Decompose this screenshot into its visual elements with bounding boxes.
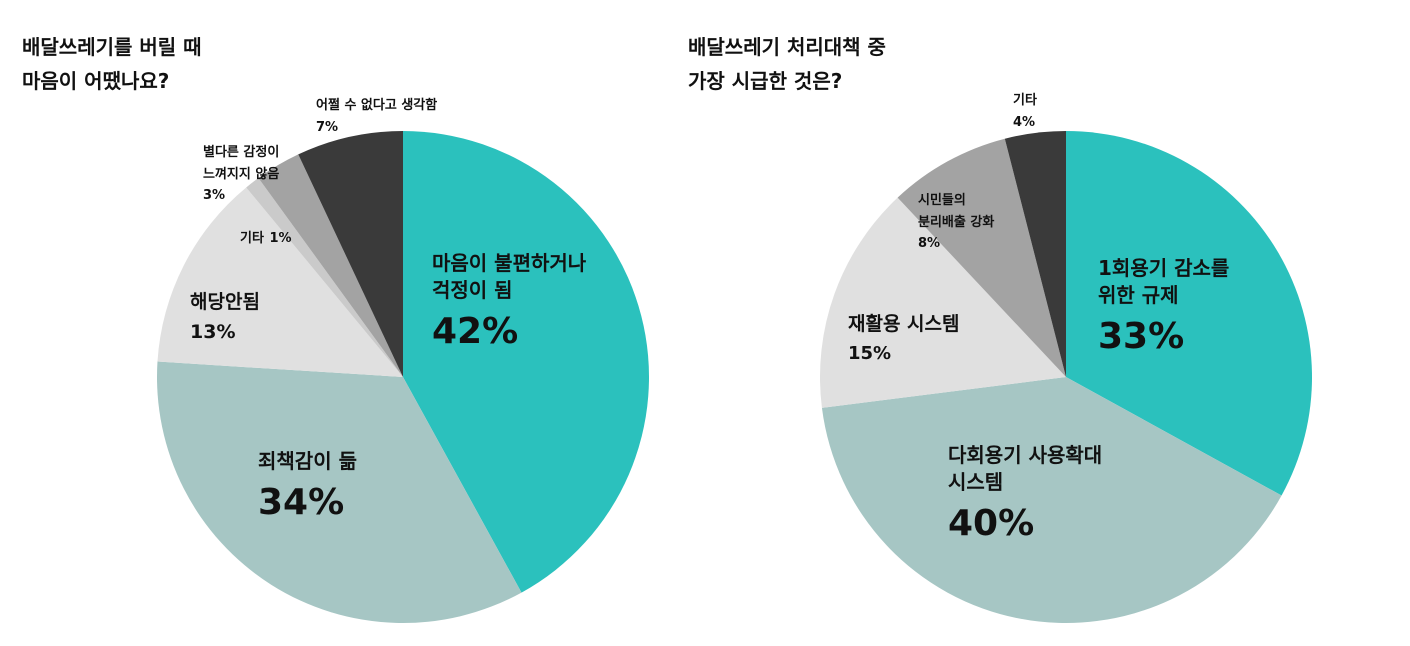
slice-label: 재활용 시스템 15% (848, 312, 960, 366)
value-label: 3% (203, 188, 226, 204)
category-label: 해당안됨 (190, 291, 260, 313)
slice-label: 다회용기 사용확대 시스템 40% (948, 442, 1102, 549)
value-label: 8% (918, 236, 941, 252)
pie-slice (897, 138, 1066, 377)
value-label: 13% (190, 320, 236, 343)
category-label: 1회용기 감소를 위한 규제 (1098, 256, 1230, 307)
value-label: 33% (1098, 316, 1185, 357)
pie-slice (156, 361, 522, 623)
slice-label: 해당안됨 13% (190, 290, 260, 345)
slice-label: 1회용기 감소를 위한 규제 33% (1098, 255, 1229, 362)
pie-slice (258, 154, 403, 377)
value-label: 34% (258, 482, 345, 523)
pie-slice (403, 131, 650, 593)
slice-label: 죄책감이 듦 34% (258, 448, 357, 528)
slice-label: 기타 1% (240, 226, 292, 248)
pie-slice (246, 177, 403, 377)
slice-label: 별다른 감정이 느껴지지 않음 3% (203, 140, 279, 205)
pie-slice (298, 131, 403, 377)
chart-title: 배달쓰레기 처리대책 중 가장 시급한 것은? (688, 35, 886, 93)
category-label: 기타 (1013, 93, 1037, 108)
pie-slice (157, 187, 403, 377)
value-label: 1% (269, 231, 292, 246)
value-label: 7% (316, 119, 339, 135)
category-label: 별다른 감정이 느껴지지 않음 (203, 145, 280, 182)
value-label: 42% (432, 311, 519, 352)
pie-slice (1004, 131, 1066, 377)
pie-slice (821, 377, 1282, 623)
slice-label: 어쩔 수 없다고 생각함 7% (316, 93, 437, 136)
pie-slice (1066, 131, 1312, 496)
slice-label: 기타 4% (1013, 88, 1037, 131)
chart-title: 배달쓰레기를 버릴 때 마음이 어땠나요? (22, 35, 202, 93)
slice-label: 시민들의 분리배출 강화 8% (918, 188, 994, 253)
value-label: 15% (848, 342, 892, 364)
category-label: 어쩔 수 없다고 생각함 (316, 98, 438, 113)
category-label: 죄책감이 듦 (258, 449, 357, 473)
value-label: 4% (1013, 114, 1036, 130)
category-label: 재활용 시스템 (848, 313, 960, 335)
slice-label: 마음이 불편하거나 걱정이 됨 42% (432, 250, 586, 357)
category-label: 마음이 불편하거나 걱정이 됨 (432, 251, 587, 302)
category-label: 기타 (240, 231, 264, 246)
category-label: 다회용기 사용확대 시스템 (948, 443, 1103, 494)
value-label: 40% (948, 503, 1035, 544)
category-label: 시민들의 분리배출 강화 (918, 193, 995, 230)
pie-slice (820, 197, 1066, 408)
